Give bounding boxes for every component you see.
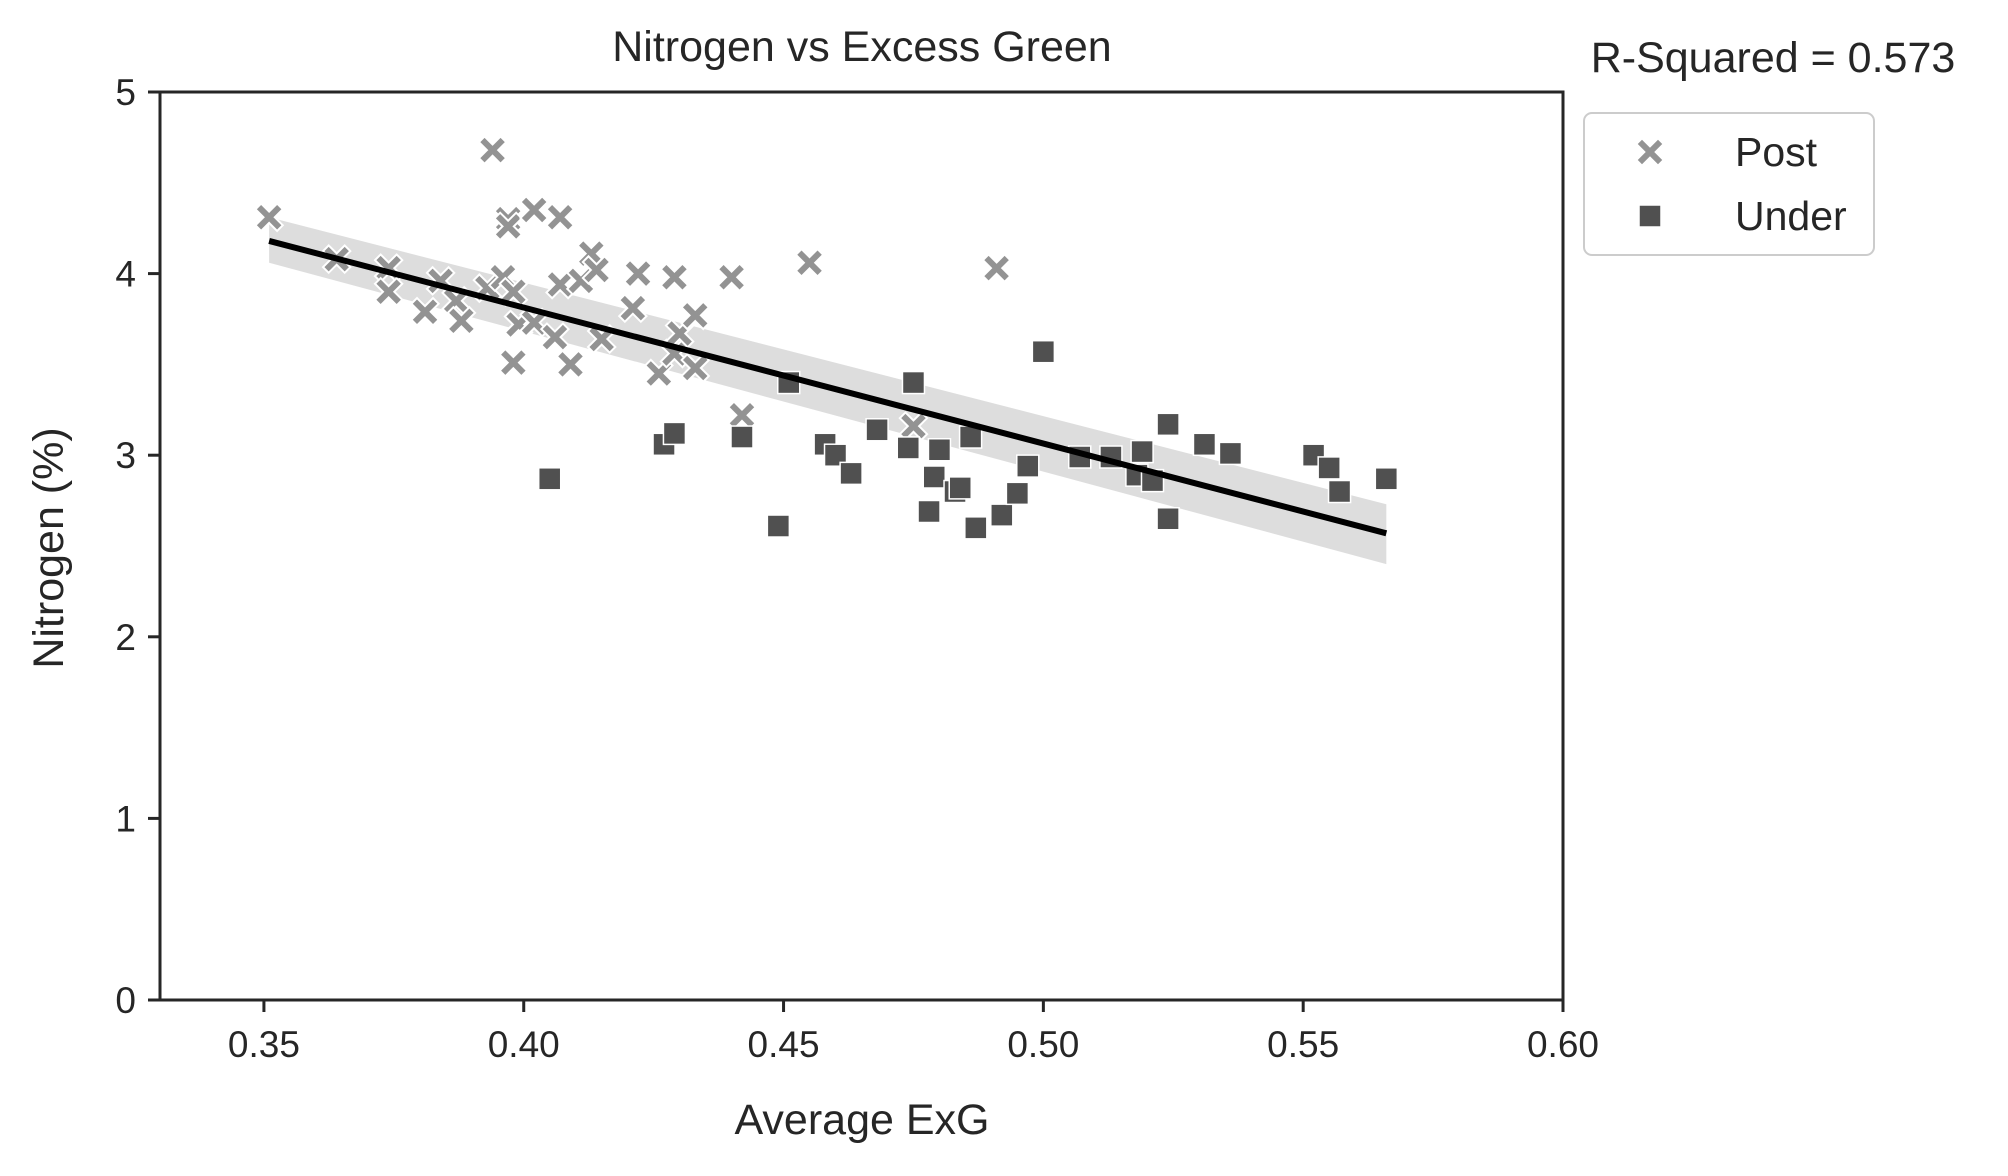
- data-point-under: [730, 425, 754, 449]
- x-tick-label: 0.60: [1527, 1024, 1599, 1065]
- regression-line-layer: [268, 238, 1388, 537]
- x-tick-label: 0.35: [228, 1024, 300, 1065]
- data-point-under: [1327, 479, 1352, 504]
- data-point-post: [797, 250, 822, 275]
- confidence-band: [269, 217, 1387, 565]
- data-point-under: [1031, 339, 1056, 364]
- data-point-post: [584, 257, 609, 283]
- data-point-under: [1156, 412, 1180, 437]
- data-point-post: [443, 288, 469, 314]
- x-tick-label: 0.45: [748, 1024, 820, 1065]
- data-point-post: [620, 295, 646, 321]
- x-tick-label: 0.40: [488, 1024, 560, 1065]
- data-point-post: [646, 361, 672, 386]
- data-point-post: [667, 321, 692, 346]
- x-axis-label: Average ExG: [735, 1096, 990, 1144]
- x-tick-label: 0.50: [1007, 1024, 1079, 1065]
- data-point-under: [896, 436, 921, 460]
- data-point-under: [1156, 507, 1180, 531]
- data-point-under: [839, 461, 863, 486]
- legend: Post Under: [1583, 112, 1875, 256]
- legend-marker-post: [1637, 139, 1663, 165]
- x-axis-ticks: 0.35 0.40 0.45 0.50 0.55 0.60: [228, 1000, 1599, 1065]
- data-point-post: [719, 264, 744, 290]
- data-point-post: [449, 308, 474, 334]
- data-point-post: [542, 324, 568, 350]
- y-tick-label: 2: [115, 617, 136, 658]
- data-point-under: [1218, 441, 1243, 466]
- data-point-under: [1016, 454, 1040, 478]
- data-point-post: [256, 205, 282, 230]
- data-point-post: [984, 255, 1009, 281]
- y-tick-label: 3: [115, 435, 136, 476]
- data-point-under: [1130, 439, 1154, 464]
- data-point-post: [480, 137, 505, 163]
- legend-label-under: Under: [1735, 193, 1847, 239]
- r-squared-annotation: R-Squared = 0.573: [1591, 34, 1956, 82]
- data-point-post: [625, 261, 651, 286]
- y-tick-label: 5: [115, 72, 136, 113]
- data-point-post: [901, 413, 926, 439]
- y-tick-label: 1: [115, 798, 136, 839]
- chart-title: Nitrogen vs Excess Green: [612, 23, 1111, 71]
- data-point-under: [1005, 481, 1030, 506]
- regression-line: [268, 238, 1388, 537]
- data-point-under: [990, 503, 1014, 527]
- data-point-under: [922, 465, 946, 489]
- data-point-post: [501, 350, 526, 375]
- data-point-under: [1374, 467, 1399, 491]
- data-point-post: [589, 326, 614, 352]
- data-point-post: [495, 214, 521, 239]
- data-point-under: [865, 418, 889, 442]
- y-tick-label: 4: [115, 254, 136, 295]
- data-point-under: [901, 370, 926, 395]
- data-point-under: [948, 476, 972, 500]
- data-point-post: [662, 264, 687, 290]
- legend-items: Post Under: [1634, 129, 1847, 239]
- data-point-post: [376, 279, 401, 305]
- data-point-under: [1192, 432, 1217, 457]
- data-point-under: [662, 421, 687, 446]
- legend-marker-under: [1638, 204, 1662, 228]
- data-point-post: [547, 205, 573, 230]
- data-point-post: [547, 272, 573, 297]
- data-point-post: [521, 197, 547, 223]
- data-point-under: [964, 516, 988, 540]
- plot-area-frame: [158, 90, 1565, 1002]
- series-under: [537, 339, 1399, 540]
- data-point-post: [729, 403, 755, 428]
- data-point-under: [766, 514, 791, 538]
- y-axis-label: Nitrogen (%): [25, 427, 73, 668]
- data-point-post: [682, 355, 708, 381]
- data-point-under: [823, 443, 848, 467]
- data-point-post: [521, 310, 547, 335]
- data-point-under: [1317, 456, 1341, 480]
- x-tick-label: 0.55: [1267, 1024, 1339, 1065]
- y-tick-label: 0: [115, 980, 136, 1021]
- y-axis-ticks: 0 1 2 3 4 5: [115, 72, 160, 1021]
- data-point-under: [537, 467, 562, 491]
- data-point-post: [501, 279, 526, 305]
- legend-label-post: Post: [1735, 129, 1818, 175]
- data-point-post: [412, 299, 438, 324]
- confidence-band-layer: [269, 217, 1387, 565]
- data-point-under: [917, 499, 941, 524]
- data-point-post: [682, 303, 708, 328]
- data-point-under: [927, 438, 952, 462]
- data-point-post: [558, 352, 583, 377]
